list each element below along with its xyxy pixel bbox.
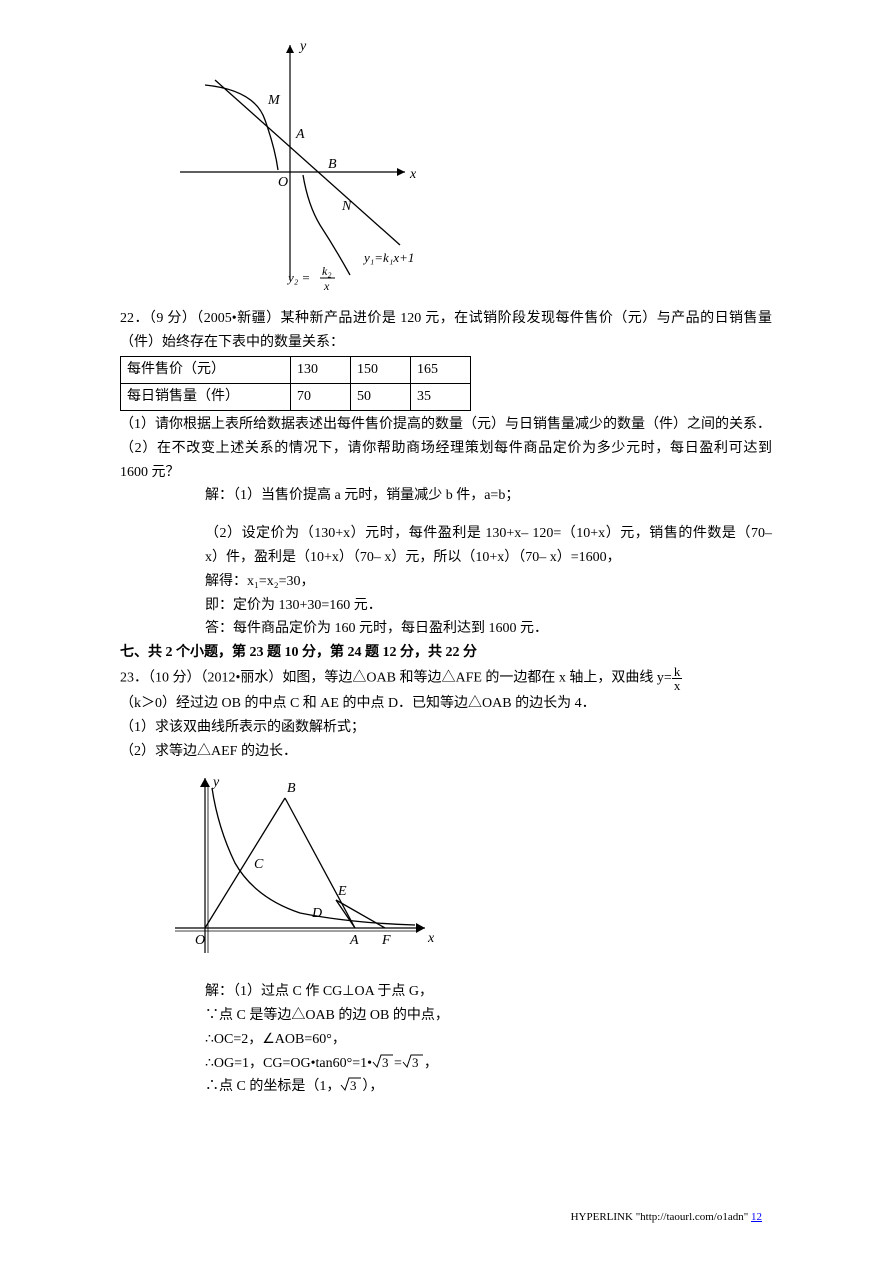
table-cell: 每件售价（元）: [121, 357, 291, 384]
svg-text:A: A: [349, 933, 359, 948]
svg-text:N: N: [341, 199, 352, 214]
q23-sol5-a: ∴点 C 的坐标是（1，: [205, 1079, 340, 1094]
q22-sol3: 解得：x₁=x₂=30，: [205, 570, 772, 594]
q23-sol1: 解：（1）过点 C 作 CG⊥OA 于点 G，: [205, 980, 772, 1004]
svg-text:F: F: [381, 933, 391, 948]
q23-sol4: ∴OG=1，CG=OG•tan60°=1• 3 = 3 ，: [205, 1052, 772, 1076]
table-cell: 每日销售量（件）: [121, 384, 291, 411]
q23-p1: （1）求该双曲线所表示的函数解析式；: [120, 716, 772, 740]
svg-text:x: x: [427, 931, 435, 946]
svg-text:x: x: [409, 167, 417, 182]
table-cell: 35: [411, 384, 471, 411]
q23-header-a: 23．（10 分）（2012•丽水）如图，等边△OAB 和等边△AFE 的一边都…: [120, 671, 672, 686]
q23-sol4-b: =: [394, 1056, 402, 1071]
svg-text:M: M: [267, 93, 281, 108]
sqrt-3-icon: 3: [402, 1052, 424, 1070]
q22-p1: （1）请你根据上表所给数据表述出每件售价提高的数量（元）与日销售量减少的数量（件…: [120, 413, 772, 437]
footer-text: HYPERLINK "http://taourl.com/o1adn": [571, 1211, 751, 1223]
q23-header: 23．（10 分）（2012•丽水）如图，等边△OAB 和等边△AFE 的一边都…: [120, 665, 772, 692]
svg-text:y: y: [211, 775, 220, 790]
q23-sol2: ∵点 C 是等边△OAB 的边 OB 的中点，: [205, 1004, 772, 1028]
svg-text:E: E: [337, 884, 347, 899]
figure-1: y x O M A B N y₁=k₁x+1 y₂ = k₂ x: [160, 30, 772, 299]
table-cell: 165: [411, 357, 471, 384]
page-footer: HYPERLINK "http://taourl.com/o1adn" 12: [571, 1208, 762, 1227]
q22-sol1: 解：（1）当售价提高 a 元时，销量减少 b 件，a=b；: [205, 484, 772, 508]
q23-sol4-c: ，: [424, 1056, 438, 1071]
svg-text:B: B: [328, 157, 337, 172]
table-cell: 70: [291, 384, 351, 411]
q22-sol2: （2）设定价为（130+x）元时，每件盈利是 130+x– 120=（10+x）…: [205, 522, 772, 570]
table-cell: 130: [291, 357, 351, 384]
page-number-link[interactable]: 12: [751, 1211, 762, 1223]
q22-table: 每件售价（元） 130 150 165 每日销售量（件） 70 50 35: [120, 356, 471, 411]
svg-text:O: O: [278, 175, 288, 190]
svg-text:x: x: [323, 279, 330, 290]
q22-sol5: 答：每件商品定价为 160 元时，每日盈利达到 1600 元．: [205, 617, 772, 641]
svg-text:k₂: k₂: [322, 264, 332, 278]
svg-text:O: O: [195, 933, 205, 948]
section-7-header: 七、共 2 个小题，第 23 题 10 分，第 24 题 12 分，共 22 分: [120, 641, 772, 665]
q23-header-b: （k＞0）经过边 OB 的中点 C 和 AE 的中点 D．已知等边△OAB 的边…: [120, 692, 772, 716]
svg-text:y: y: [298, 39, 307, 54]
svg-text:y₁=k₁x+1: y₁=k₁x+1: [362, 250, 414, 265]
q23-sol3: ∴OC=2，∠AOB=60°，: [205, 1028, 772, 1052]
svg-text:A: A: [295, 127, 305, 142]
figure-2: y x O B C D E A F: [160, 768, 772, 972]
svg-text:C: C: [254, 857, 264, 872]
fraction-k-x: kx: [672, 665, 683, 692]
q22-p2: （2）在不改变上述关系的情况下，请你帮助商场经理策划每件商品定价为多少元时，每日…: [120, 437, 772, 485]
table-cell: 50: [351, 384, 411, 411]
table-cell: 150: [351, 357, 411, 384]
q23-sol5-b: ），: [362, 1079, 383, 1094]
svg-text:y₂ =: y₂ =: [286, 270, 310, 285]
svg-text:3: 3: [350, 1078, 357, 1093]
q23-sol4-a: ∴OG=1，CG=OG•tan60°=1•: [205, 1056, 372, 1071]
q23-sol5: ∴点 C 的坐标是（1， 3 ），: [205, 1075, 772, 1099]
svg-text:3: 3: [382, 1055, 389, 1070]
sqrt-3-icon: 3: [340, 1075, 362, 1093]
q23-p2: （2）求等边△AEF 的边长．: [120, 740, 772, 764]
svg-text:D: D: [311, 906, 322, 921]
svg-text:3: 3: [412, 1055, 419, 1070]
svg-text:B: B: [287, 781, 296, 796]
sqrt-3-icon: 3: [372, 1052, 394, 1070]
q22-header: 22．（9 分）（2005•新疆）某种新产品进价是 120 元，在试销阶段发现每…: [120, 307, 772, 355]
q22-sol4: 即：定价为 130+30=160 元．: [205, 594, 772, 618]
